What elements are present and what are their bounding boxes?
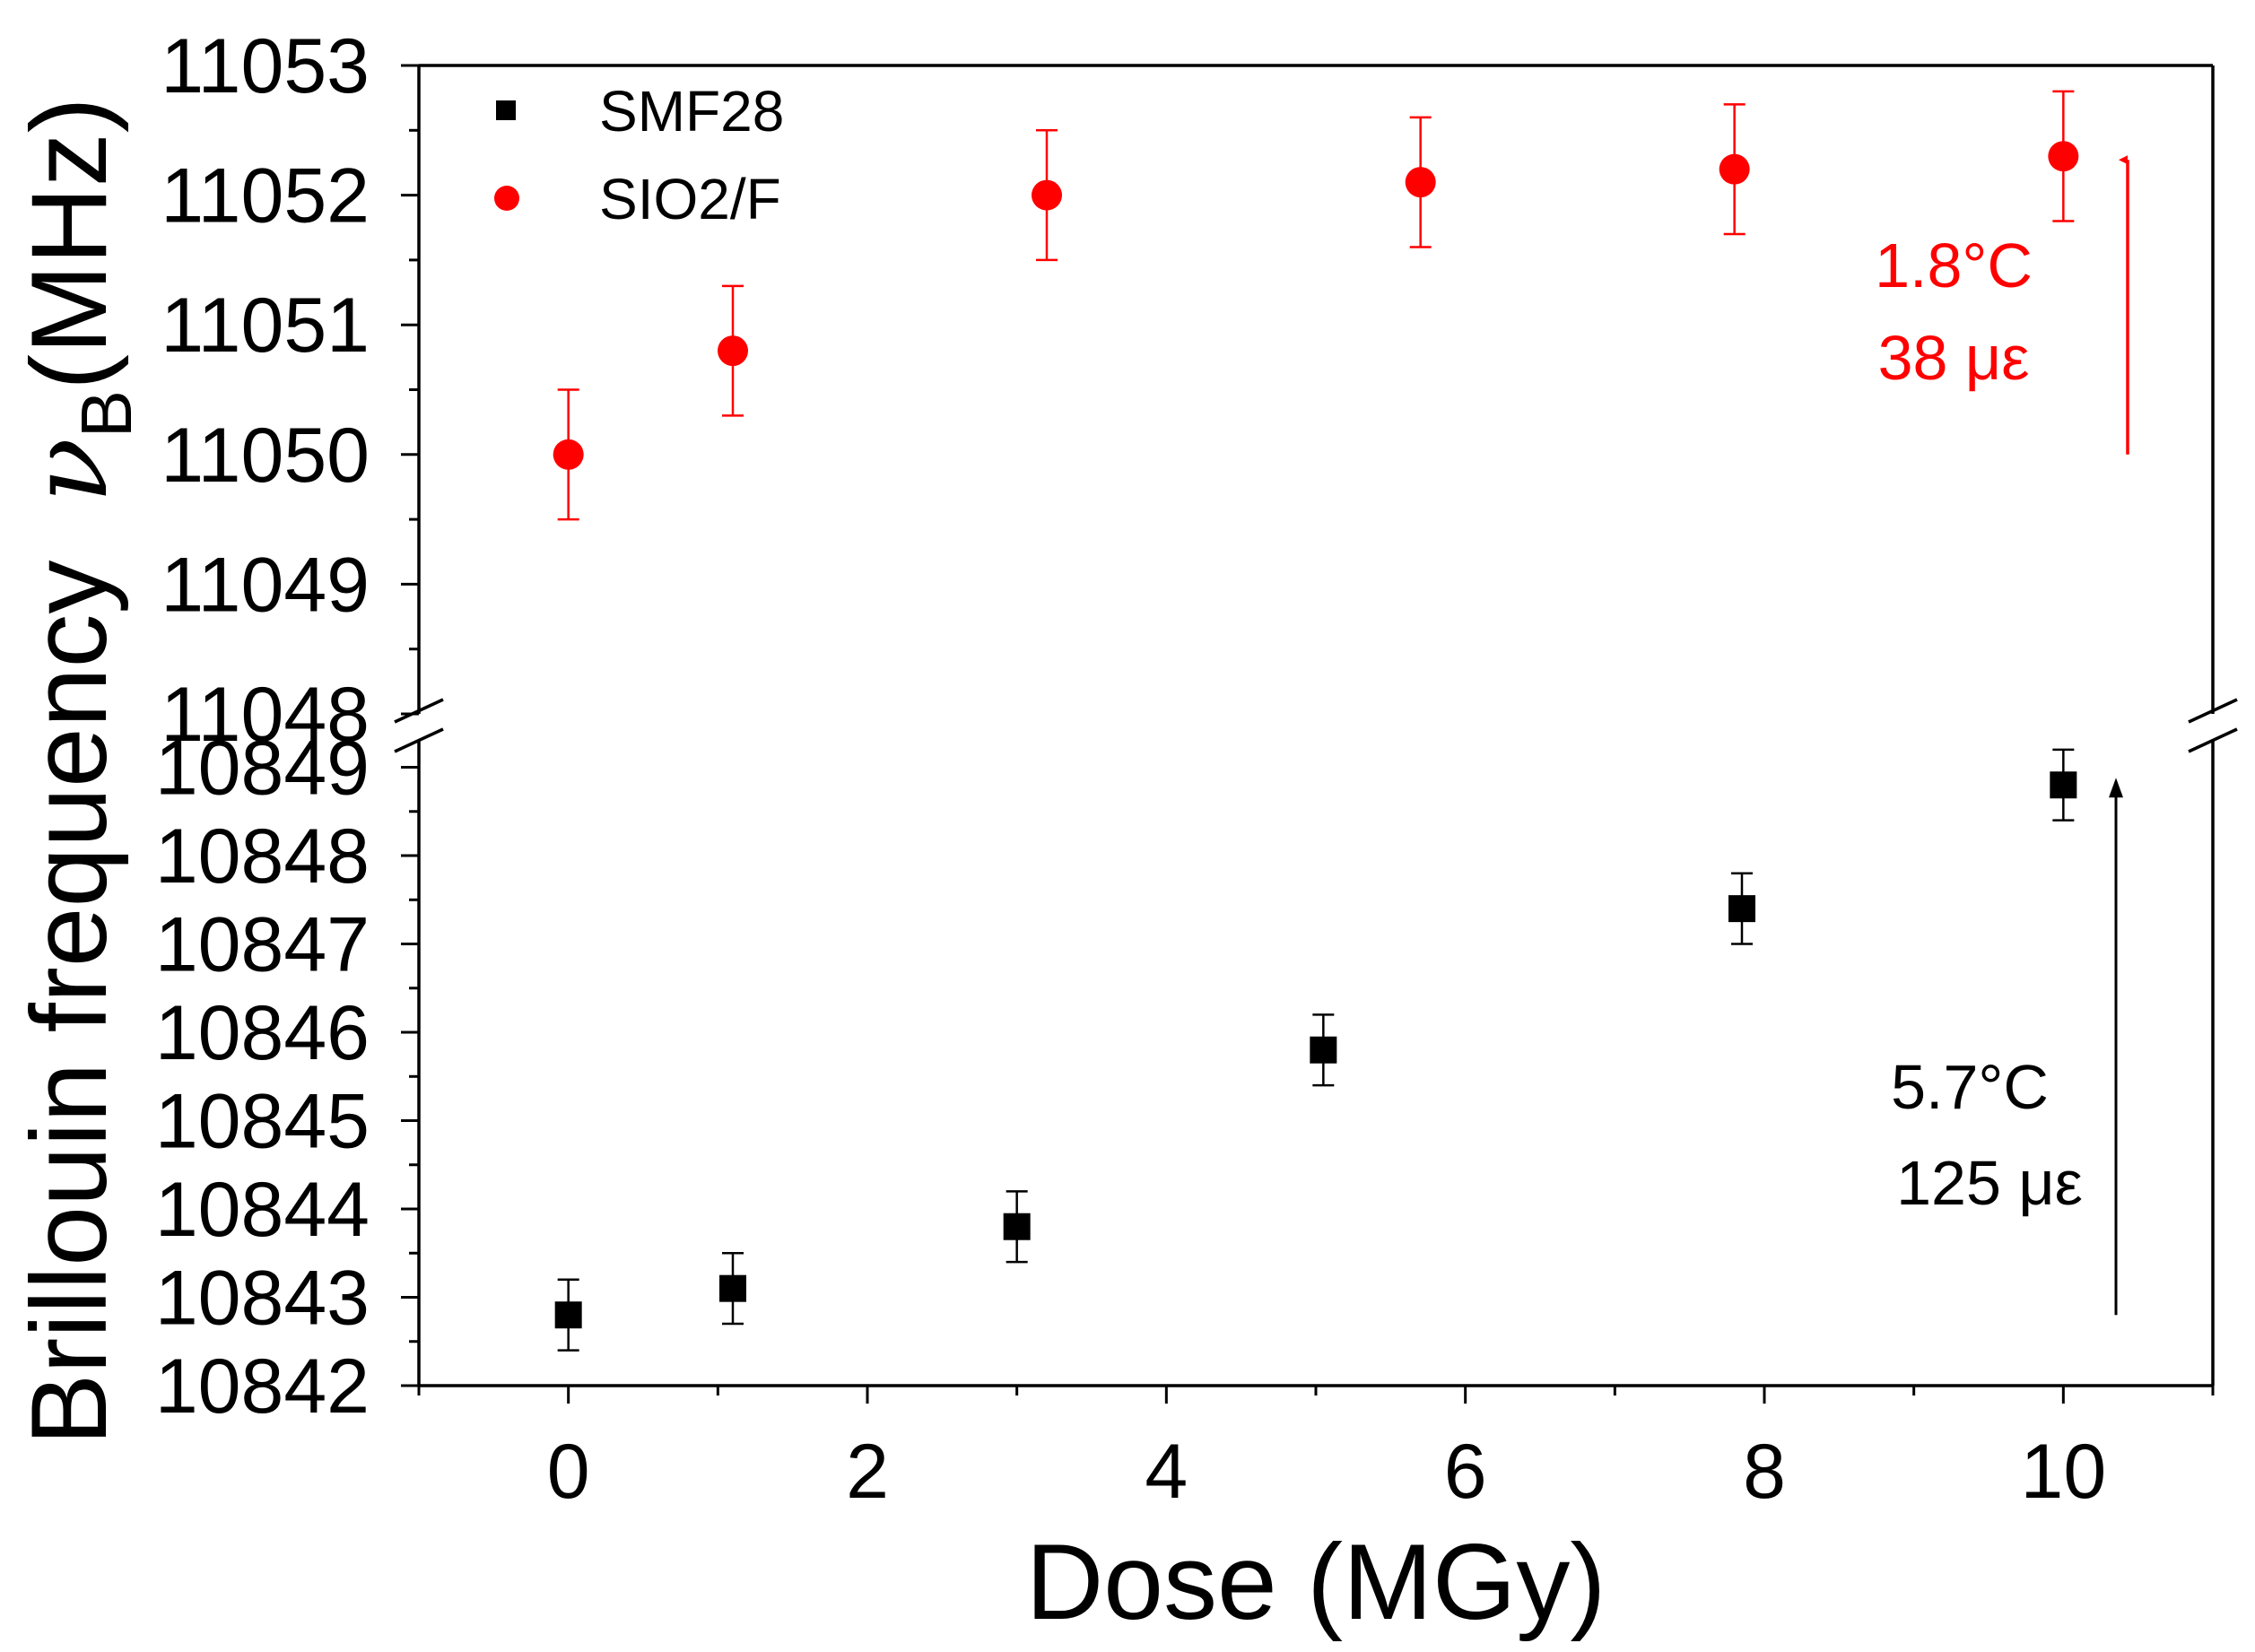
y-axis-title-main: Brillouin frequency [9, 561, 129, 1446]
series-sio2f [553, 90, 2079, 521]
y-tick-label: 10845 [155, 1079, 370, 1165]
y-tick-label: 11052 [161, 153, 370, 239]
axis-break-mark-right-1 [2188, 698, 2238, 724]
series-smf28 [554, 748, 2077, 1352]
data-point [554, 1301, 582, 1329]
legend: SMF28 SIO2/F [494, 79, 784, 231]
legend-marker-smf28 [496, 100, 516, 120]
y-tick-label: 10842 [155, 1343, 370, 1430]
axis-break-mark-right-2 [2188, 727, 2238, 753]
data-point [2050, 771, 2077, 799]
y-tick-label: 11053 [161, 23, 370, 109]
y-tick-label: 10847 [155, 902, 370, 988]
y-tick-label: 11048 [161, 672, 370, 758]
data-point [553, 439, 584, 470]
y-tick-label: 11051 [161, 283, 370, 369]
data-point [2048, 141, 2079, 172]
annotation-smf28-arrowhead [2109, 778, 2123, 798]
axis-break-mark-left-1 [394, 698, 444, 724]
y-axis-title-unit: (MHz) [9, 97, 129, 390]
axis-break-mark-left-2 [394, 727, 444, 753]
legend-label-sio2f: SIO2/F [599, 167, 781, 231]
x-axis-title: Dose (MGy) [1026, 1522, 1606, 1642]
lower-y-tick-labels: 10842 10843 10844 10845 10846 10847 1084… [155, 726, 370, 1430]
y-axis-title-gap [9, 503, 129, 533]
x-tick-label: 6 [1444, 1429, 1487, 1515]
y-tick-label: 10848 [155, 813, 370, 900]
x-tick-label: 4 [1145, 1429, 1188, 1515]
y-tick-label: 10846 [155, 990, 370, 1076]
annotation-sio2f: 1.8°C 38 με [1875, 155, 2129, 455]
x-tick-label: 2 [846, 1429, 889, 1515]
y-tick-label: 10843 [155, 1256, 370, 1342]
x-tick-label: 0 [547, 1429, 590, 1515]
data-point [1032, 179, 1062, 211]
data-point [719, 1274, 746, 1302]
x-tick-labels: 0 2 4 6 8 10 [547, 1429, 2106, 1515]
data-point [1310, 1036, 1337, 1064]
upper-y-tick-labels: 11048 11049 11050 11051 11052 11053 [161, 23, 370, 758]
data-point [1728, 895, 1755, 923]
y-tick-label: 10844 [155, 1167, 370, 1253]
x-tick-label: 8 [1743, 1429, 1786, 1515]
y-tick-label: 11050 [161, 413, 370, 499]
legend-label-smf28: SMF28 [599, 79, 784, 143]
y-axis-title-subscript: B [66, 390, 146, 438]
tick-marks [401, 64, 2215, 1404]
y-axis-title-symbol: ν [7, 438, 132, 503]
annotation-sio2f-temperature: 1.8°C [1875, 230, 2033, 300]
legend-marker-sio2f [494, 186, 519, 211]
y-tick-label: 10849 [155, 726, 370, 812]
data-point [1405, 167, 1436, 198]
annotation-smf28-strain: 125 με [1896, 1148, 2083, 1218]
y-axis-title: Brillouin frequency νB(MHz) [7, 97, 146, 1445]
data-point [1719, 153, 1750, 185]
annotation-smf28-temperature: 5.7°C [1891, 1052, 2049, 1122]
annotation-sio2f-strain: 38 με [1878, 323, 2030, 393]
data-point [1003, 1213, 1031, 1240]
y-tick-label: 11049 [161, 542, 370, 628]
x-tick-label: 10 [2020, 1429, 2106, 1515]
data-point [718, 335, 748, 367]
annotation-smf28: 5.7°C 125 με [1891, 778, 2123, 1316]
